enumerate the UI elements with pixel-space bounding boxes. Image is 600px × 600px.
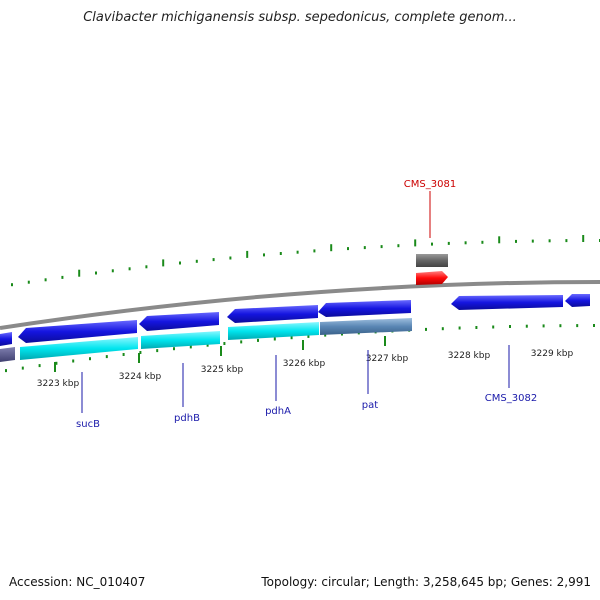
gene-arrow[interactable] bbox=[318, 300, 411, 317]
gc-skew-ticks-upper bbox=[11, 235, 600, 287]
gene-label-pdhb[interactable]: pdhB bbox=[174, 413, 200, 424]
gene-arrow[interactable] bbox=[565, 294, 590, 307]
gene-arrow[interactable] bbox=[451, 295, 563, 310]
gene-block[interactable] bbox=[320, 318, 412, 335]
gene-arrow[interactable] bbox=[227, 305, 318, 323]
gene-label-cms3081[interactable]: CMS_3081 bbox=[404, 179, 456, 190]
scale-label: 3225 kbp bbox=[201, 365, 244, 375]
gene-block[interactable] bbox=[141, 331, 220, 349]
cog-strand-genes bbox=[0, 318, 412, 362]
reverse-strand-genes bbox=[0, 294, 590, 346]
scale-label: 3224 kbp bbox=[119, 372, 162, 382]
scale-label: 3227 kbp bbox=[366, 354, 409, 364]
gene-label-pat[interactable]: pat bbox=[362, 400, 378, 411]
gene-arrow[interactable] bbox=[18, 320, 137, 343]
topology-label: Topology: circular; Length: 3,258,645 bp… bbox=[261, 575, 591, 589]
gene-block-gray[interactable] bbox=[416, 254, 448, 267]
accession-label: Accession: NC_010407 bbox=[9, 575, 146, 589]
gene-label-sucb[interactable]: sucB bbox=[76, 419, 100, 430]
gene-label-pdha[interactable]: pdhA bbox=[265, 406, 291, 417]
gene-block[interactable] bbox=[20, 337, 138, 360]
gene-label-cms3082[interactable]: CMS_3082 bbox=[485, 393, 537, 404]
scale-label: 3229 kbp bbox=[531, 349, 574, 359]
map-title: Clavibacter michiganensis subsp. sepedon… bbox=[83, 10, 517, 25]
forward-strand-genes bbox=[416, 254, 448, 285]
scale-label: 3223 kbp bbox=[37, 379, 80, 389]
gene-block[interactable] bbox=[228, 322, 319, 340]
gene-labels: sucB pdhB pdhA pat CMS_3082 CMS_3081 bbox=[76, 179, 537, 430]
scale-markers: 3223 kbp 3224 kbp 3225 kbp 3226 kbp 3227… bbox=[37, 336, 574, 389]
genome-backbone bbox=[0, 280, 600, 330]
gene-arrow[interactable] bbox=[0, 332, 12, 346]
gene-block[interactable] bbox=[0, 347, 15, 362]
gene-arrow[interactable] bbox=[139, 312, 219, 331]
scale-label: 3228 kbp bbox=[448, 351, 491, 361]
gene-arrow-red[interactable] bbox=[416, 271, 448, 285]
scale-label: 3226 kbp bbox=[283, 359, 326, 369]
